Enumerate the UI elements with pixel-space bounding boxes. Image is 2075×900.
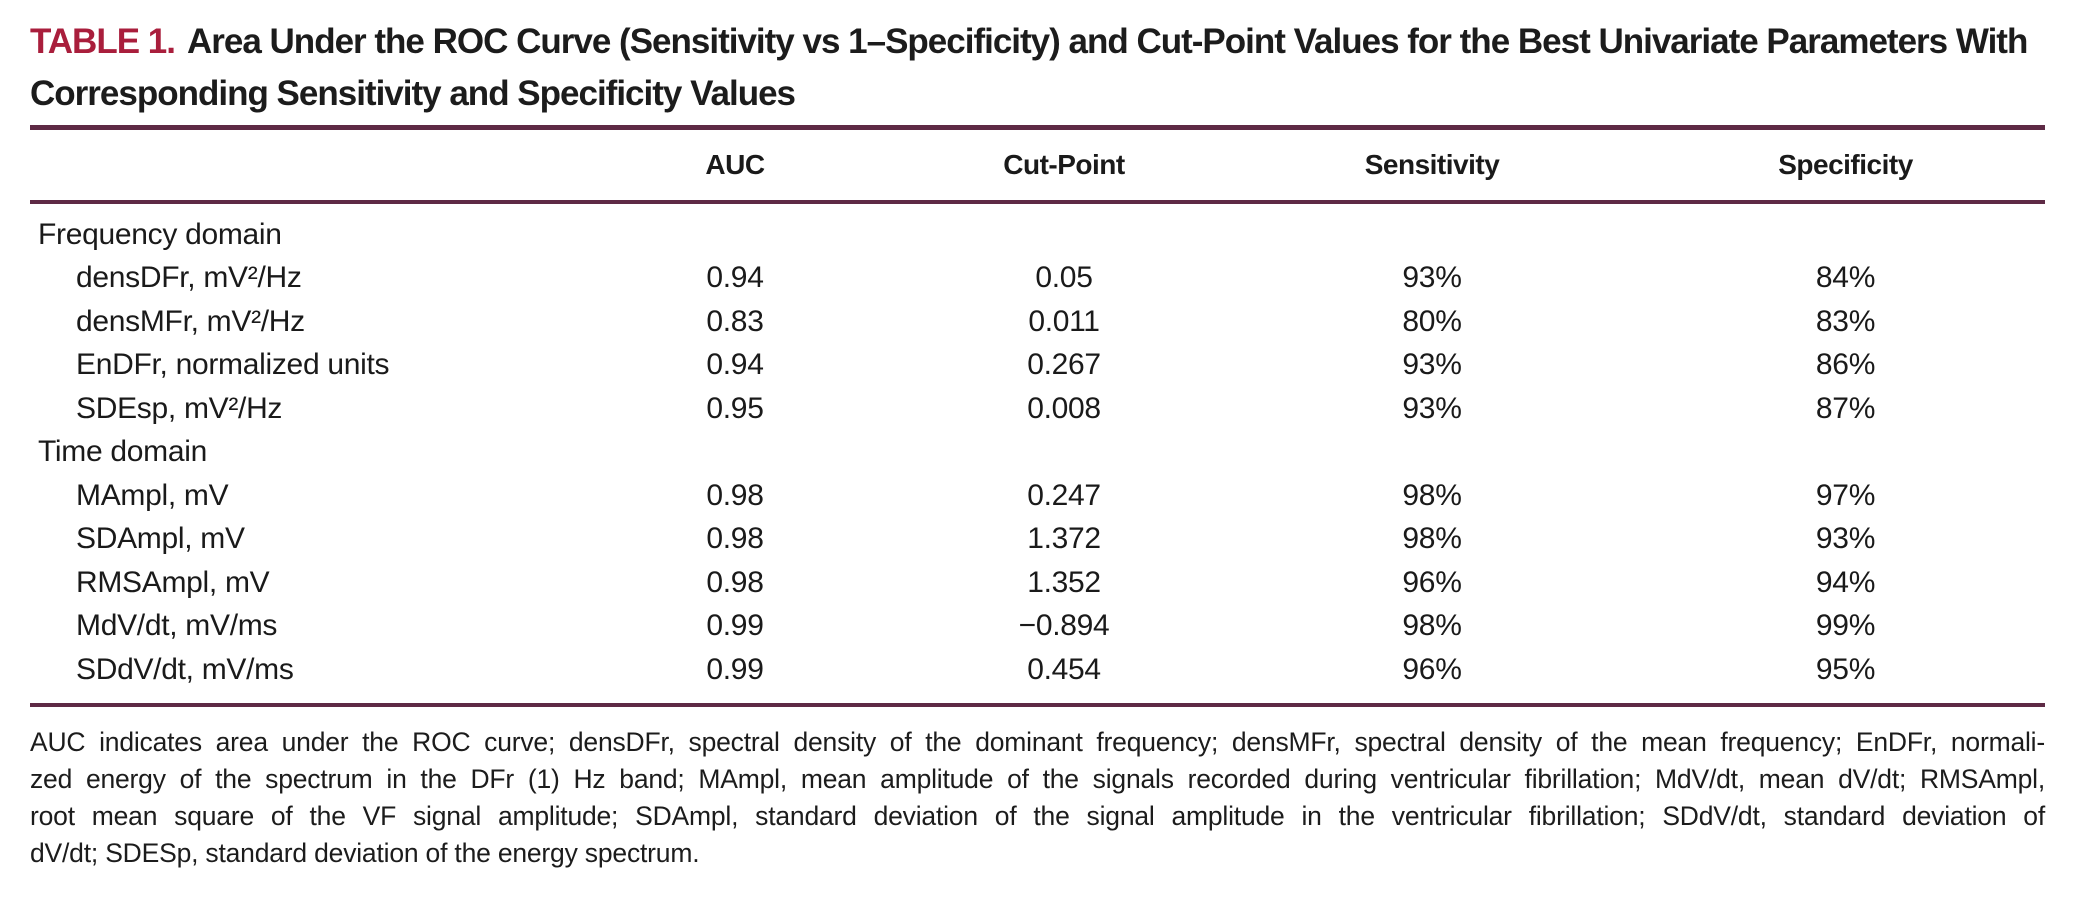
cell-specificity: 94% — [1815, 565, 1876, 599]
row-label: EnDFr, normalized units — [76, 348, 390, 382]
cell-sensitivity: 93% — [1402, 348, 1462, 382]
cell-cut-point: 0.05 — [1035, 261, 1093, 295]
cell-sensitivity: 96% — [1402, 652, 1462, 686]
table-row: SDAmpl, mV 0.98 1.372 98% 93% — [30, 518, 2045, 562]
cell-auc: 0.95 — [706, 391, 764, 425]
cell-sensitivity: 98% — [1402, 609, 1462, 643]
cell-auc: 0.99 — [706, 652, 764, 686]
cell-auc: 0.94 — [706, 261, 764, 295]
cell-cut-point: 1.352 — [1027, 565, 1101, 599]
cell-cut-point: 0.247 — [1027, 478, 1101, 512]
cell-cut-point: 1.372 — [1027, 522, 1101, 556]
row-label: SDAmpl, mV — [76, 522, 245, 556]
cell-sensitivity: 93% — [1402, 261, 1462, 295]
table-header: AUC Cut-Point Sensitivity Specificity — [30, 133, 2045, 197]
cell-specificity: 86% — [1815, 348, 1876, 382]
header-row: AUC Cut-Point Sensitivity Specificity — [30, 133, 2045, 197]
header-auc: AUC — [705, 149, 765, 180]
table-row: RMSAmpl, mV 0.98 1.352 96% 94% — [30, 561, 2045, 605]
row-label: SDdV/dt, mV/ms — [76, 652, 294, 686]
row-label: MAmpl, mV — [76, 478, 229, 512]
cell-specificity: 93% — [1815, 522, 1876, 556]
row-label: SDEsp, mV²/Hz — [76, 391, 283, 425]
table-caption-text: Area Under the ROC Curve (Sensitivity vs… — [30, 22, 2028, 113]
cell-cut-point: 0.011 — [1028, 304, 1100, 338]
cell-sensitivity: 96% — [1402, 565, 1462, 599]
cell-specificity: 87% — [1815, 391, 1876, 425]
cell-sensitivity: 98% — [1402, 478, 1462, 512]
cell-specificity: 83% — [1815, 304, 1876, 338]
table-body: Frequency domain densDFr, mV²/Hz 0.94 0.… — [30, 213, 2045, 692]
cell-cut-point: −0.894 — [1018, 609, 1110, 643]
table-number: TABLE 1. — [30, 22, 176, 61]
table-row: MdV/dt, mV/ms 0.99 −0.894 98% 99% — [30, 605, 2045, 649]
footnote-line: AUC indicates area under the ROC curve; … — [30, 727, 2045, 757]
cell-cut-point: 0.008 — [1027, 391, 1101, 425]
row-label: MdV/dt, mV/ms — [76, 609, 278, 643]
table-row-section: Frequency domain — [30, 213, 2045, 257]
cell-auc: 0.94 — [706, 348, 764, 382]
row-label: Frequency domain — [38, 217, 282, 251]
cell-sensitivity: 80% — [1402, 304, 1462, 338]
table-caption: TABLE 1. Area Under the ROC Curve (Sensit… — [30, 16, 2045, 120]
cell-sensitivity: 93% — [1402, 391, 1462, 425]
cell-specificity: 97% — [1815, 478, 1876, 512]
row-label: RMSAmpl, mV — [76, 565, 270, 599]
table-row: MAmpl, mV 0.98 0.247 98% 97% — [30, 474, 2045, 518]
table-content: TABLE 1. Area Under the ROC Curve (Sensit… — [30, 0, 2045, 900]
row-label: densDFr, mV²/Hz — [76, 261, 302, 295]
footnote-line: zed energy of the spectrum in the DFr (1… — [30, 764, 2045, 794]
table-row-section: Time domain — [30, 431, 2045, 475]
footnote-line: root mean square of the VF signal amplit… — [30, 801, 2045, 831]
table-row: SDEsp, mV²/Hz 0.95 0.008 93% 87% — [30, 387, 2045, 431]
top-rule — [30, 125, 2045, 130]
cell-auc: 0.83 — [706, 304, 764, 338]
table-row: SDdV/dt, mV/ms 0.99 0.454 96% 95% — [30, 648, 2045, 692]
row-label: Time domain — [38, 435, 207, 469]
footnote-line: dV/dt; SDESp, standard deviation of the … — [30, 838, 700, 868]
table-row: densMFr, mV²/Hz 0.83 0.011 80% 83% — [30, 300, 2045, 344]
cell-cut-point: 0.267 — [1027, 348, 1101, 382]
cell-specificity: 84% — [1815, 261, 1876, 295]
table-row: densDFr, mV²/Hz 0.94 0.05 93% 84% — [30, 257, 2045, 301]
cell-auc: 0.99 — [706, 609, 764, 643]
footnote: AUC indicates area under the ROC curve; … — [30, 724, 2045, 872]
cell-auc: 0.98 — [706, 478, 764, 512]
header-rule — [30, 200, 2045, 204]
cell-cut-point: 0.454 — [1027, 652, 1101, 686]
row-label: densMFr, mV²/Hz — [76, 304, 305, 338]
bottom-rule — [30, 703, 2045, 707]
header-specificity: Specificity — [1778, 149, 1913, 180]
table-row: EnDFr, normalized units 0.94 0.267 93% 8… — [30, 344, 2045, 388]
cell-auc: 0.98 — [706, 522, 764, 556]
cell-specificity: 99% — [1815, 609, 1876, 643]
cell-sensitivity: 98% — [1402, 522, 1462, 556]
header-sensitivity: Sensitivity — [1364, 149, 1500, 180]
header-cut-point: Cut-Point — [1003, 149, 1125, 180]
cell-auc: 0.98 — [706, 565, 764, 599]
cell-specificity: 95% — [1815, 652, 1876, 686]
